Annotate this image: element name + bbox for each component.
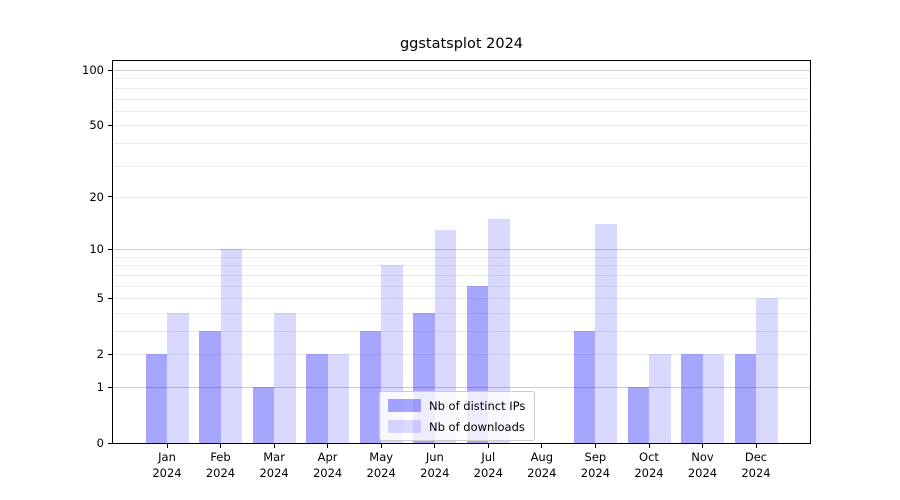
- x-tick-mark: [702, 444, 703, 448]
- x-tick-mark: [755, 444, 757, 448]
- legend-item-distinct-ips: Nb of distinct IPs: [388, 397, 525, 414]
- y-tick-mark: [108, 196, 112, 198]
- gridline-minor: [113, 331, 810, 332]
- y-tick-label: 100: [82, 63, 104, 77]
- bar-nb-of-distinct-ips-dec-2024: [734, 354, 756, 443]
- gridline-minor: [113, 256, 810, 258]
- bar-nb-of-downloads-oct-2024: [649, 354, 671, 443]
- bar-nb-of-downloads-apr-2024: [327, 354, 350, 443]
- gridline-minor: [113, 274, 810, 276]
- gridline-minor: [113, 312, 810, 314]
- bar-nb-of-downloads-feb-2024: [220, 249, 242, 443]
- bar-nb-of-distinct-ips-may-2024: [359, 331, 382, 443]
- bar-nb-of-distinct-ips-feb-2024: [199, 331, 221, 443]
- x-tick-mark: [648, 444, 650, 448]
- bar-nb-of-downloads-dec-2024: [756, 298, 778, 443]
- gridline-major: [113, 387, 810, 388]
- legend-label-distinct-ips: Nb of distinct IPs: [429, 398, 526, 413]
- x-tick-label: Sep 2024: [580, 450, 611, 480]
- bar-nb-of-downloads-jun-2024: [434, 229, 457, 443]
- gridline-minor: [113, 298, 810, 300]
- bar-nb-of-distinct-ips-apr-2024: [306, 354, 328, 443]
- gridline-major: [113, 249, 810, 251]
- legend-box: Nb of distinct IPs Nb of downloads: [379, 391, 536, 441]
- x-tick-label: Jan 2024: [152, 450, 182, 480]
- x-tick-label: Dec 2024: [741, 450, 771, 480]
- bar-nb-of-downloads-jan-2024: [167, 312, 189, 443]
- y-tick-mark: [108, 297, 112, 299]
- y-tick-mark: [108, 353, 112, 355]
- x-tick-mark: [434, 444, 436, 448]
- gridline-minor: [113, 110, 810, 112]
- y-tick-label: 50: [89, 118, 104, 133]
- x-tick-mark: [166, 444, 168, 448]
- x-tick-mark: [327, 444, 329, 448]
- gridline-minor: [113, 285, 810, 287]
- bar-nb-of-distinct-ips-nov-2024: [681, 354, 703, 443]
- y-tick-label: 5: [96, 291, 104, 306]
- bar-nb-of-downloads-mar-2024: [274, 312, 296, 443]
- gridline-minor: [113, 125, 810, 127]
- x-tick-mark: [594, 444, 596, 448]
- x-tick-mark: [273, 444, 275, 448]
- y-tick-label: 10: [89, 242, 104, 257]
- y-tick-mark: [108, 442, 112, 444]
- x-tick-label: Nov 2024: [687, 450, 718, 480]
- gridline-major: [113, 70, 810, 71]
- bar-nb-of-downloads-nov-2024: [702, 354, 724, 443]
- plot-area: 0 1 2 5 10 20 50 100 Jan 2024 Feb 2024 Mar 2024 Apr…: [82, 60, 811, 480]
- y-tick-label: 0: [96, 436, 104, 450]
- grid-layer: [113, 61, 810, 443]
- x-tick-mark: [380, 444, 382, 448]
- bar-nb-of-distinct-ips-sep-2024: [573, 331, 596, 443]
- y-tick-mark: [108, 124, 112, 126]
- legend-item-downloads: Nb of downloads: [388, 418, 525, 435]
- bar-nb-of-distinct-ips-jan-2024: [145, 354, 167, 443]
- bar-nb-of-downloads-sep-2024: [595, 224, 617, 443]
- legend-label-downloads: Nb of downloads: [429, 419, 525, 434]
- x-tick-mark: [541, 444, 543, 448]
- x-tick-label: Mar 2024: [259, 450, 289, 480]
- bar-nb-of-distinct-ips-oct-2024: [627, 387, 649, 443]
- axis-layer: 0 1 2 5 10 20 50 100 Jan 2024 Feb 2024 Mar 2024 Apr…: [82, 61, 810, 480]
- x-tick-mark: [220, 444, 221, 448]
- y-tick-label: 2: [96, 347, 104, 362]
- y-tick-label: 1: [96, 380, 104, 394]
- chart-title: ggstatsplot 2024: [399, 36, 524, 52]
- y-tick-mark: [108, 248, 112, 250]
- x-tick-label: Apr 2024: [312, 450, 343, 480]
- x-tick-label: Aug 2024: [527, 450, 557, 480]
- x-tick-label: May 2024: [366, 450, 396, 480]
- gridline-minor: [113, 354, 810, 356]
- legend-swatch-downloads: [388, 420, 421, 433]
- x-tick-label: Feb 2024: [205, 450, 236, 480]
- x-tick-label: Oct 2024: [634, 450, 664, 480]
- bar-nb-of-downloads-jul-2024: [488, 218, 510, 443]
- gridline-minor: [113, 265, 810, 267]
- gridline-minor: [113, 142, 810, 144]
- x-tick-label: Jul 2024: [473, 450, 503, 480]
- bar-nb-of-distinct-ips-mar-2024: [252, 387, 275, 443]
- x-tick-mark: [487, 444, 489, 448]
- gridline-minor: [113, 165, 810, 167]
- legend-swatch-distinct-ips: [388, 399, 421, 412]
- gridline-minor: [113, 98, 810, 100]
- gridline-minor: [113, 196, 810, 198]
- gridline-minor: [113, 78, 810, 80]
- gridline-minor: [113, 87, 810, 89]
- y-tick-mark: [108, 69, 112, 71]
- y-tick-label: 20: [89, 189, 104, 204]
- y-tick-mark: [108, 386, 112, 388]
- x-tick-label: Jun 2024: [420, 450, 450, 480]
